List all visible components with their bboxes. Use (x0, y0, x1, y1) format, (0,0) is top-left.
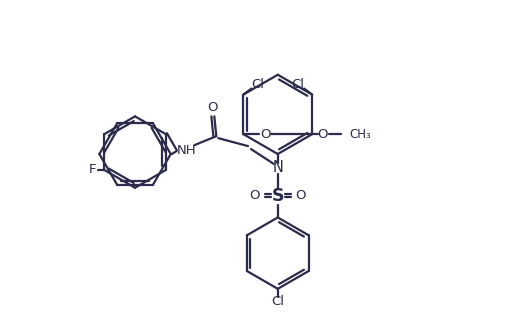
Text: S: S (272, 187, 284, 205)
Text: N: N (272, 160, 283, 176)
Text: NH: NH (177, 143, 196, 157)
Text: O: O (260, 128, 271, 141)
Text: O: O (207, 101, 218, 114)
Text: O: O (318, 128, 328, 141)
Text: Cl: Cl (251, 78, 264, 91)
Text: Cl: Cl (271, 295, 284, 308)
Text: O: O (295, 189, 306, 202)
Text: CH₃: CH₃ (349, 128, 371, 141)
Text: Cl: Cl (292, 78, 305, 91)
Text: F: F (88, 163, 96, 176)
Text: O: O (250, 189, 260, 202)
